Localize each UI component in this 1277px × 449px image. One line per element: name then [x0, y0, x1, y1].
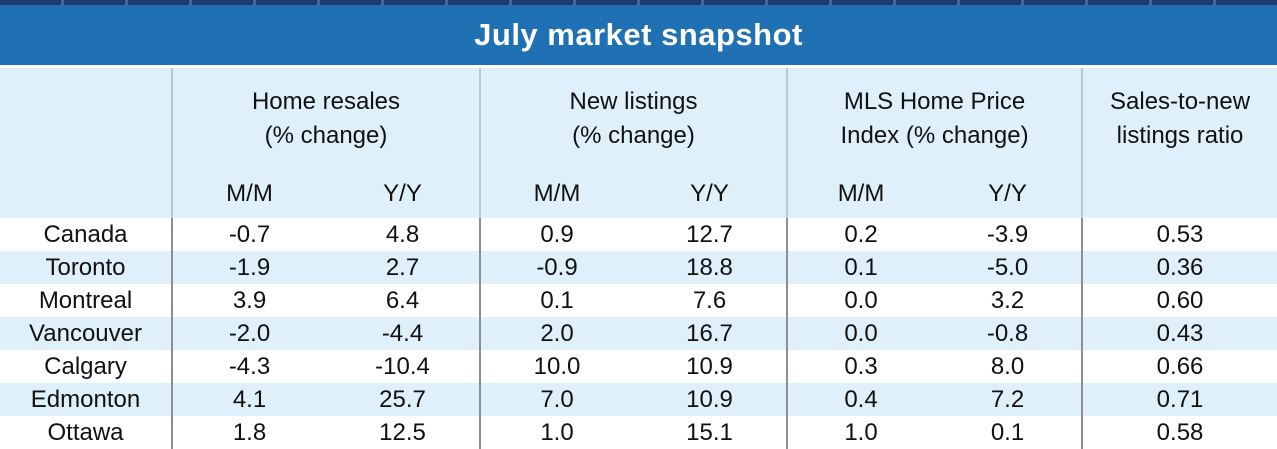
- column-group-header-row: Home resales (% change) New listings (% …: [0, 68, 1277, 170]
- cell: 10.9: [633, 383, 788, 416]
- cell: 0.43: [1081, 317, 1277, 350]
- row-label: Vancouver: [0, 317, 172, 350]
- cell: -10.4: [326, 350, 480, 383]
- table-row-calgary: Calgary -4.3 -10.4 10.0 10.9 0.3 8.0 0.6…: [0, 350, 1277, 383]
- cell: 0.2: [786, 218, 935, 251]
- group-header-line: Sales-to-new: [1110, 88, 1251, 115]
- group-header-mls-hpi: MLS Home Price Index (% change): [786, 68, 1083, 170]
- cell: 3.2: [934, 284, 1083, 317]
- group-header-line: Index (% change): [840, 122, 1029, 149]
- top-border-rule: [0, 0, 1277, 5]
- table-row-toronto: Toronto -1.9 2.7 -0.9 18.8 0.1 -5.0 0.36: [0, 251, 1277, 284]
- group-header-line: New listings: [569, 88, 698, 115]
- table-row-ottawa: Ottawa 1.8 12.5 1.0 15.1 1.0 0.1 0.58: [0, 416, 1277, 449]
- table-row-edmonton: Edmonton 4.1 25.7 7.0 10.9 0.4 7.2 0.71: [0, 383, 1277, 416]
- cell: 0.1: [786, 251, 935, 284]
- table-title: July market snapshot: [474, 17, 803, 52]
- table-row-montreal: Montreal 3.9 6.4 0.1 7.6 0.0 3.2 0.60: [0, 284, 1277, 317]
- cell: 6.4: [326, 284, 480, 317]
- subheader-mls-mm: M/M: [786, 170, 935, 218]
- cell: 0.4: [786, 383, 935, 416]
- cell: -3.9: [934, 218, 1083, 251]
- row-label: Calgary: [0, 350, 172, 383]
- cell: 7.0: [479, 383, 633, 416]
- cell: 25.7: [326, 383, 480, 416]
- subheader-ratio-spacer: [1081, 170, 1277, 218]
- subheader-new-listings-yy: Y/Y: [633, 170, 788, 218]
- group-header-sales-to-new-ratio: Sales-to-new listings ratio: [1081, 68, 1277, 170]
- cell: 2.7: [326, 251, 480, 284]
- cell: 0.1: [479, 284, 633, 317]
- cell: 0.71: [1081, 383, 1277, 416]
- cell: 0.0: [786, 317, 935, 350]
- row-label: Canada: [0, 218, 172, 251]
- cell: 0.9: [479, 218, 633, 251]
- group-header-line: Home resales: [251, 88, 401, 115]
- cell: -4.4: [326, 317, 480, 350]
- cell: 0.1: [934, 416, 1083, 449]
- table-row-vancouver: Vancouver -2.0 -4.4 2.0 16.7 0.0 -0.8 0.…: [0, 317, 1277, 350]
- cell: -4.3: [171, 350, 326, 383]
- cell: 18.8: [633, 251, 788, 284]
- cell: 1.0: [786, 416, 935, 449]
- cell: 15.1: [633, 416, 788, 449]
- cell: 0.66: [1081, 350, 1277, 383]
- row-label: Edmonton: [0, 383, 172, 416]
- cell: 0.36: [1081, 251, 1277, 284]
- subheader-new-listings-mm: M/M: [479, 170, 633, 218]
- row-label: Toronto: [0, 251, 172, 284]
- cell: 2.0: [479, 317, 633, 350]
- cell: 7.6: [633, 284, 788, 317]
- cell: 1.0: [479, 416, 633, 449]
- group-header-line: listings ratio: [1116, 122, 1244, 149]
- group-header-line: (% change): [264, 122, 388, 149]
- subheader-home-resales-mm: M/M: [171, 170, 326, 218]
- market-snapshot-table: Home resales (% change) New listings (% …: [0, 68, 1277, 449]
- cell: -0.8: [934, 317, 1083, 350]
- table-row-canada: Canada -0.7 4.8 0.9 12.7 0.2 -3.9 0.53: [0, 218, 1277, 251]
- subheader-mls-yy: Y/Y: [934, 170, 1083, 218]
- row-label: Montreal: [0, 284, 172, 317]
- row-label-header-spacer: [0, 68, 172, 170]
- subheader-home-resales-yy: Y/Y: [326, 170, 480, 218]
- row-label: Ottawa: [0, 416, 172, 449]
- group-header-line: (% change): [572, 122, 695, 149]
- cell: 0.53: [1081, 218, 1277, 251]
- cell: 1.8: [171, 416, 326, 449]
- cell: 0.0: [786, 284, 935, 317]
- cell: 10.9: [633, 350, 788, 383]
- group-header-home-resales: Home resales (% change): [171, 68, 480, 170]
- cell: 0.58: [1081, 416, 1277, 449]
- cell: -0.7: [171, 218, 326, 251]
- cell: -0.9: [479, 251, 633, 284]
- cell: 12.7: [633, 218, 788, 251]
- cell: -1.9: [171, 251, 326, 284]
- cell: 0.3: [786, 350, 935, 383]
- cell: 4.8: [326, 218, 480, 251]
- cell: 12.5: [326, 416, 480, 449]
- group-header-line: MLS Home Price: [843, 88, 1026, 115]
- cell: 8.0: [934, 350, 1083, 383]
- subcolumn-header-row: M/M Y/Y M/M Y/Y M/M Y/Y: [0, 170, 1277, 218]
- subheader-spacer: [0, 170, 172, 218]
- group-header-new-listings: New listings (% change): [478, 68, 788, 170]
- cell: 0.60: [1081, 284, 1277, 317]
- cell: -2.0: [171, 317, 326, 350]
- cell: 10.0: [479, 350, 633, 383]
- cell: 4.1: [171, 383, 326, 416]
- cell: 7.2: [934, 383, 1083, 416]
- cell: 3.9: [171, 284, 326, 317]
- cell: -5.0: [934, 251, 1083, 284]
- cell: 16.7: [633, 317, 788, 350]
- title-bar: July market snapshot: [0, 5, 1277, 68]
